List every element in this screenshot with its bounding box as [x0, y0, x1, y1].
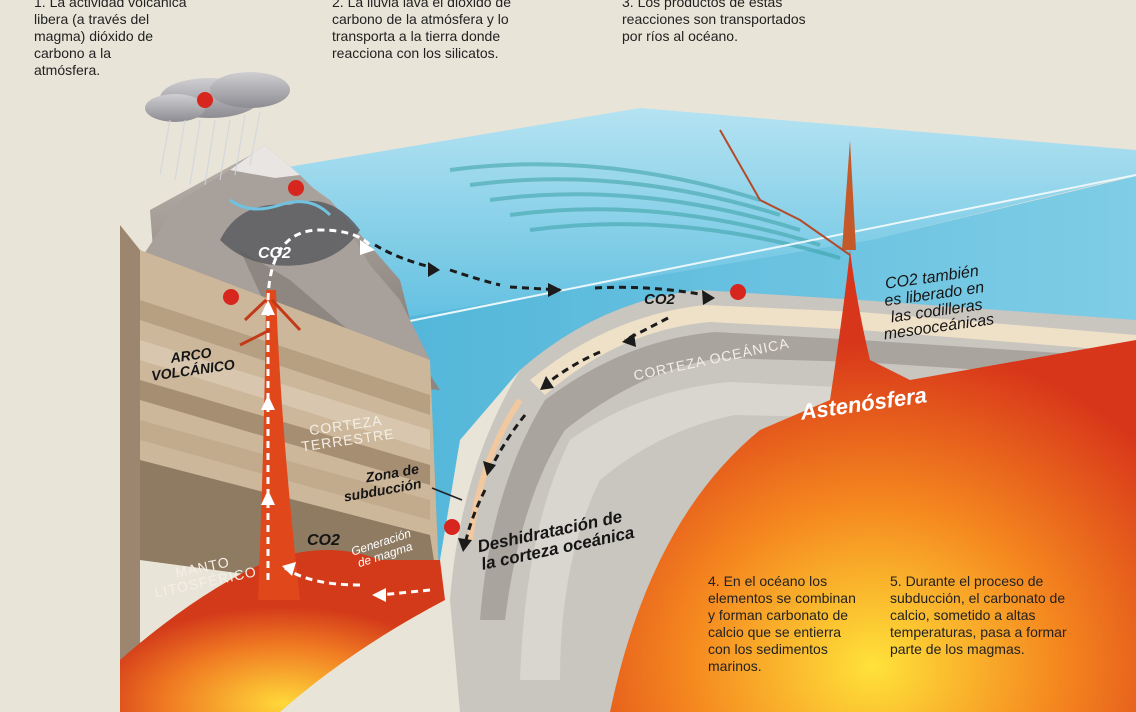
- caption-step-3: 3. Los productos de estas reacciones son…: [622, 0, 806, 44]
- caption-step-2: 2. La lluvia lava el dióxido de carbono …: [332, 0, 512, 61]
- marker-subduction: [444, 519, 460, 535]
- volcanic-conduit: [258, 290, 300, 600]
- river: [229, 198, 332, 217]
- continental-side: [120, 225, 140, 700]
- ocean-waves: [449, 162, 841, 260]
- caption-step-5: 5. Durante el proceso de subducción, el …: [890, 573, 1067, 657]
- waterline: [379, 174, 1136, 328]
- label-co2-volcano: CO2: [258, 245, 291, 262]
- ocean-front: [330, 176, 1136, 600]
- red-markers: [197, 92, 746, 535]
- caption-step-1: 1. La actividad volcánica libera (a trav…: [34, 0, 187, 78]
- marker-arc: [223, 289, 239, 305]
- asthenosphere: [610, 250, 1136, 712]
- marker-river: [288, 180, 304, 196]
- magma-rise-arrows: [266, 228, 431, 597]
- label-co2-ocean: CO2: [644, 291, 675, 308]
- volcanic-smoke: [220, 200, 360, 266]
- label-co2-subduction: CO2: [307, 532, 340, 549]
- magma-left: [120, 550, 445, 712]
- subduction-leader: [431, 487, 463, 501]
- caption-step-4: 4. En el océano los elementos se combina…: [708, 573, 856, 674]
- marker-ocean: [730, 284, 746, 300]
- marker-cloud: [197, 92, 213, 108]
